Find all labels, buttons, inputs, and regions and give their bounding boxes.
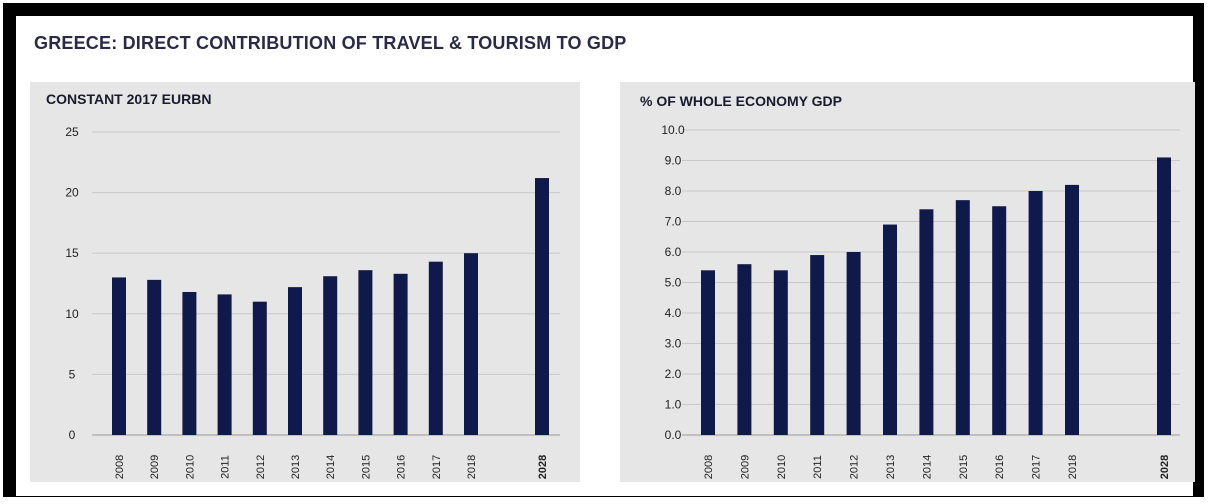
x-tick-label: 2017 [1031,455,1043,479]
x-tick-label: 2008 [114,455,126,479]
y-tick-label: 7.0 [665,215,682,229]
x-tick-label: 2011 [220,455,232,479]
bar [112,277,126,435]
bar [464,253,478,435]
x-tick-label: 2012 [849,455,861,479]
x-tick-label: 2010 [184,455,196,479]
x-tick-label: 2018 [466,455,478,479]
bar [428,261,443,435]
x-tick-label: 2009 [149,455,161,479]
x-tick-label: 2028 [1159,455,1171,479]
x-tick-label: 2009 [739,455,751,479]
y-tick-label: 0.0 [665,428,682,442]
x-tick-label: 2013 [290,455,302,479]
bar-chart-eurbn: 0 5 10 15 20 25 2008 2009 2010 2011 2012 2013 2014 20… [65,125,560,479]
bar [288,287,302,435]
x-tick-label: 2016 [994,455,1006,479]
bar [358,270,373,435]
bar [773,270,788,435]
bar [1157,157,1171,435]
x-tick-label: 2015 [958,455,970,479]
y-tick-label: 4.0 [665,306,682,320]
bar [737,264,752,435]
x-tick-label: 2014 [325,455,337,479]
chart-panel-eurbn: CONSTANT 2017 EURBN 0 5 10 15 20 25 2008 2009 20… [30,82,580,482]
bar [701,270,715,435]
bar [535,178,549,435]
x-tick-label: 2015 [360,455,372,479]
bar [393,273,408,435]
x-tick-label: 2011 [812,455,824,479]
y-tick-label: 5.0 [665,276,682,290]
bar [323,276,338,435]
y-tick-label: 15 [65,246,79,260]
x-tick-label: 2016 [396,455,408,479]
bar [883,224,897,435]
x-tick-label: 2013 [885,455,897,479]
bar [252,301,267,435]
y-tick-label: 20 [65,186,79,200]
chart-panel-gdp-share: % OF WHOLE ECONOMY GDP 0.0 1.0 2.0 3.0 4.0 5.… [620,82,1195,482]
x-tick-label: 2010 [776,455,788,479]
y-tick-label: 10.0 [661,123,685,137]
bar [846,252,861,435]
bar [810,255,825,435]
bar [1065,184,1079,435]
y-tick-label: 25 [65,125,79,139]
x-tick-label: 2014 [921,455,933,479]
y-tick-label: 6.0 [665,245,682,259]
y-tick-label: 8.0 [665,184,682,198]
bar [182,291,197,435]
chart-title-gdp-share: % OF WHOLE ECONOMY GDP [640,93,842,109]
bar [1028,191,1043,435]
y-tick-label: 9.0 [665,154,682,168]
x-tick-label: 2008 [703,455,715,479]
y-tick-label: 10 [65,307,79,321]
bar [147,279,162,435]
x-tick-label: 2012 [255,455,267,479]
bar [992,206,1007,435]
bar [955,200,970,435]
y-tick-label: 5 [69,367,76,381]
x-tick-label: 2018 [1067,455,1079,479]
y-tick-label: 1.0 [665,398,682,412]
main-title: GREECE: DIRECT CONTRIBUTION OF TRAVEL & … [34,33,627,53]
x-tick-label: 2028 [537,455,549,479]
y-tick-label: 2.0 [665,367,682,381]
x-tick-label: 2017 [431,455,443,479]
bar [919,209,934,435]
chart-title-eurbn: CONSTANT 2017 EURBN [46,91,212,107]
y-tick-label: 0 [69,428,76,442]
bar-chart-gdp-share: 0.0 1.0 2.0 3.0 4.0 5.0 6.0 7.0 8.0 9.0 10.0 2008 20… [661,123,1180,479]
bar [217,294,232,435]
y-tick-label: 3.0 [665,337,682,351]
